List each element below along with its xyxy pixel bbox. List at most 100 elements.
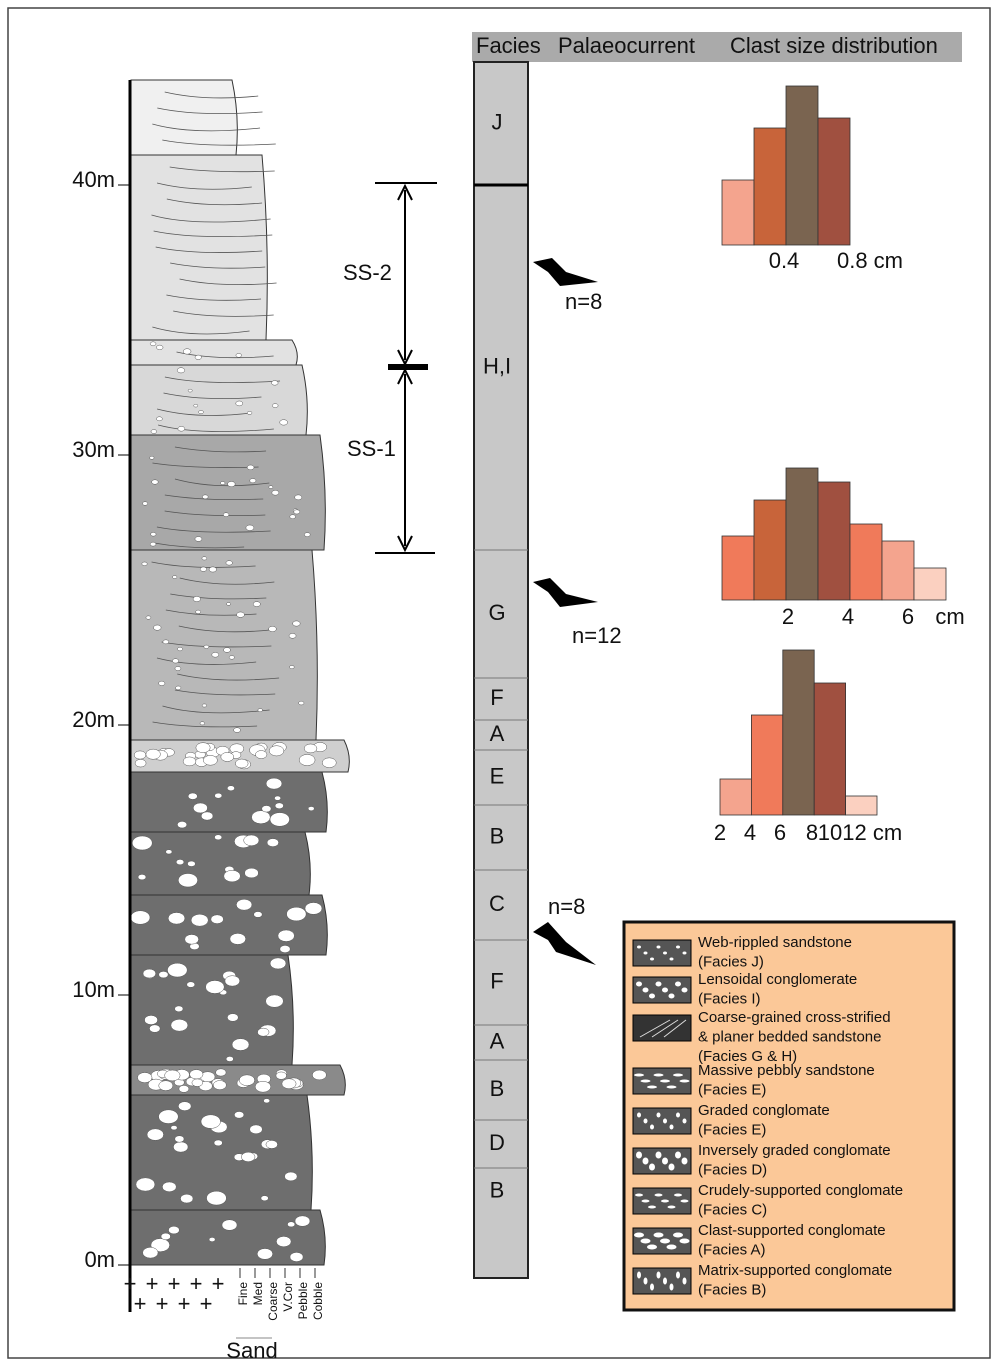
clast	[258, 709, 263, 712]
swatch-clast	[647, 1086, 657, 1089]
clast	[264, 1099, 270, 1103]
clast	[215, 793, 222, 798]
clast	[192, 1079, 203, 1087]
clast	[159, 681, 165, 685]
legend-text: (Facies A)	[698, 1241, 766, 1258]
clast	[153, 625, 161, 630]
histogram-label: 1012 cm	[818, 820, 902, 845]
clast	[278, 930, 295, 942]
clast	[236, 899, 252, 910]
swatch-clast	[634, 1074, 644, 1077]
clast	[167, 963, 187, 977]
clast	[201, 812, 213, 820]
histogram-bar	[722, 180, 754, 245]
clast	[188, 793, 197, 799]
swatch-clast	[675, 1152, 681, 1159]
clast	[226, 1056, 233, 1061]
swatch-clast	[682, 1158, 688, 1165]
legend-swatch	[633, 940, 691, 966]
swatch-clast	[650, 1284, 654, 1291]
swatch-clast	[656, 1152, 662, 1159]
figure: Facies Palaeocurrent Clast size distribu…	[0, 0, 999, 1366]
clast	[146, 749, 161, 759]
legend-text: Massive pebbly sandstone	[698, 1062, 875, 1079]
histogram-bar	[754, 128, 786, 245]
clast	[255, 751, 267, 759]
swatch-clast	[682, 988, 688, 993]
clast	[150, 342, 156, 346]
swatch-clast	[662, 1158, 668, 1165]
clast	[138, 1073, 153, 1083]
swatch-clast	[670, 958, 674, 961]
histogram-bar	[818, 118, 850, 245]
swatch-clast	[647, 1245, 657, 1250]
clast	[258, 1028, 270, 1036]
swatch-clast	[676, 1113, 680, 1118]
bed	[131, 435, 325, 550]
swatch-clast	[635, 1194, 643, 1197]
clast	[244, 835, 259, 846]
clast	[196, 743, 210, 753]
histogram-bar	[786, 86, 818, 245]
histogram-label: 8	[806, 820, 818, 845]
clast	[142, 562, 147, 566]
clast	[204, 645, 209, 649]
clast	[178, 873, 197, 887]
swatch-clast	[673, 1233, 683, 1238]
swatch-clast	[650, 958, 654, 961]
clast	[290, 515, 296, 519]
clast	[161, 1233, 170, 1240]
clast	[252, 811, 271, 824]
clast	[213, 1081, 226, 1090]
swatch-clast	[636, 1152, 642, 1159]
clast	[282, 1079, 296, 1089]
histogram-bar	[720, 779, 751, 815]
swatch-clast	[648, 1206, 656, 1209]
clast	[142, 502, 147, 506]
swatch-clast	[674, 1194, 682, 1197]
clast	[305, 902, 322, 914]
clast	[209, 1237, 215, 1241]
clast	[215, 835, 222, 840]
facies-label: F	[490, 968, 503, 993]
swatch-clast	[681, 1200, 689, 1203]
legend-text: Matrix-supported conglomate	[698, 1262, 892, 1279]
histogram-label: 0.8 cm	[837, 248, 903, 273]
clast	[206, 980, 225, 993]
palaeocurrent-arrows	[533, 258, 598, 965]
clast	[241, 1152, 255, 1162]
clast	[247, 411, 252, 414]
clast	[272, 404, 278, 408]
clast	[262, 805, 271, 812]
legend-text: Web-rippled sandstone	[698, 934, 852, 951]
clast	[173, 1142, 188, 1152]
legend-text: (Facies D)	[698, 1161, 767, 1178]
legend-swatch	[633, 1108, 691, 1134]
clast	[177, 368, 185, 373]
histogram-label: 2	[782, 604, 794, 629]
clast	[202, 495, 208, 499]
clast	[304, 744, 317, 753]
clast	[269, 626, 277, 631]
swatch-clast	[637, 1113, 641, 1118]
swatch-clast	[663, 952, 667, 955]
clast	[276, 1072, 287, 1079]
facies-label: F	[490, 685, 503, 710]
swatch-clast	[643, 988, 649, 993]
histogram-bar	[882, 541, 914, 600]
swatch-clast	[663, 1278, 667, 1285]
bed	[131, 895, 327, 955]
header-palaeocurrent: Palaeocurrent	[558, 33, 695, 58]
clast	[138, 874, 146, 880]
legend-text: & planer bedded sandstone	[698, 1028, 881, 1045]
clast	[247, 465, 254, 470]
clast	[234, 1111, 244, 1118]
bed	[131, 550, 317, 740]
facies-label: B	[490, 1177, 505, 1202]
clast	[272, 490, 279, 495]
clast	[150, 542, 156, 546]
swatch-clast	[683, 1119, 687, 1124]
swatch-clast	[669, 994, 675, 999]
clast	[168, 1226, 179, 1234]
clast	[173, 576, 177, 579]
